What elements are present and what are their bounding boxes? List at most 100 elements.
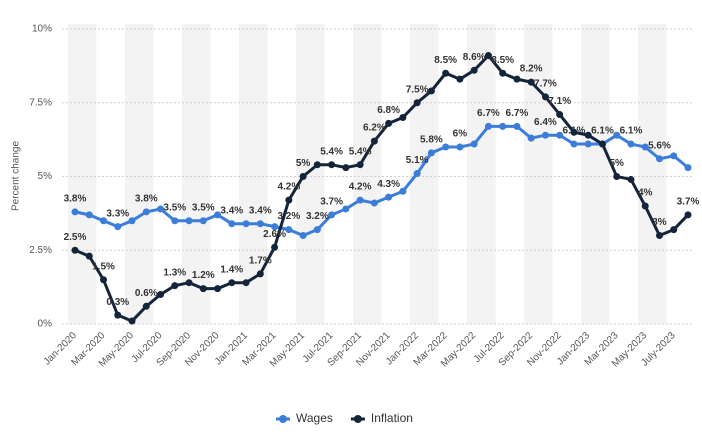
y-axis-title: Percent change — [11, 141, 22, 211]
legend-marker — [353, 415, 362, 423]
data-point — [342, 164, 350, 172]
data-point — [556, 111, 564, 119]
data-label: 1.5% — [92, 261, 115, 272]
data-point — [470, 140, 478, 148]
data-label: 0.6% — [135, 288, 158, 299]
data-point — [598, 140, 606, 148]
data-label: 3.2% — [306, 211, 329, 222]
data-label: 4.3% — [377, 179, 400, 190]
data-label: 2.5% — [64, 232, 87, 243]
data-label: 7.1% — [548, 96, 571, 107]
data-point — [456, 143, 464, 151]
data-point — [85, 211, 93, 219]
data-point — [313, 161, 321, 169]
data-point — [299, 173, 307, 180]
data-point — [71, 246, 79, 254]
data-point — [655, 155, 663, 163]
data-label: 6.4% — [534, 117, 557, 128]
data-point — [556, 131, 564, 139]
data-label: 6.7% — [477, 108, 500, 119]
data-label: 3.8% — [64, 194, 87, 205]
data-label: 4% — [638, 188, 653, 199]
data-label: 7.5% — [406, 84, 429, 95]
data-point — [100, 276, 108, 284]
data-point — [285, 196, 293, 204]
data-label: 5.1% — [406, 155, 429, 166]
data-point — [627, 175, 635, 183]
data-point — [399, 187, 407, 195]
data-point — [584, 131, 592, 139]
data-point — [570, 128, 578, 136]
data-label: 1.4% — [220, 264, 243, 275]
band — [295, 24, 325, 324]
data-point — [299, 232, 307, 239]
data-label: 8.2% — [520, 64, 543, 75]
data-label: 7.7% — [534, 78, 557, 89]
data-point — [413, 99, 421, 107]
y-tick-label: 7.5% — [29, 97, 52, 108]
data-label: 4.2% — [277, 182, 300, 193]
data-label: 3.4% — [220, 205, 243, 216]
data-point — [214, 285, 222, 293]
data-point — [484, 52, 492, 60]
data-label: 6.2% — [363, 123, 386, 134]
data-point — [100, 217, 108, 225]
data-point — [342, 205, 350, 213]
data-point — [271, 243, 279, 251]
data-point — [684, 211, 692, 219]
band — [352, 24, 382, 324]
data-point — [370, 199, 378, 207]
y-tick-label: 5% — [38, 171, 53, 182]
data-point — [185, 217, 193, 225]
band — [67, 24, 97, 324]
data-point — [128, 317, 136, 325]
data-label: 6.8% — [377, 105, 400, 116]
data-point — [513, 122, 521, 130]
data-point — [470, 66, 478, 74]
data-point — [641, 202, 649, 210]
data-point — [527, 78, 535, 86]
data-label: 3% — [652, 217, 667, 228]
y-tick-label: 10% — [32, 24, 52, 35]
data-point — [670, 226, 678, 234]
legend-label: Wages — [296, 411, 333, 425]
data-point — [328, 211, 336, 219]
data-point — [442, 143, 450, 151]
data-point — [584, 140, 592, 148]
data-label: 5.6% — [648, 140, 671, 151]
data-point — [171, 282, 179, 290]
data-point — [157, 205, 165, 213]
data-point — [228, 220, 236, 228]
data-point — [142, 302, 150, 310]
data-point — [484, 122, 492, 130]
data-point — [385, 193, 393, 201]
data-label: 1.7% — [249, 255, 272, 266]
data-point — [427, 149, 435, 157]
data-label: 1.2% — [192, 270, 215, 281]
data-point — [356, 161, 364, 169]
data-point — [313, 226, 321, 234]
data-point — [285, 226, 293, 234]
data-point — [541, 131, 549, 139]
data-point — [442, 69, 450, 77]
data-label: 1.3% — [163, 267, 186, 278]
data-point — [627, 140, 635, 148]
data-label: 8.6% — [463, 52, 486, 63]
data-label: 8.5% — [434, 55, 457, 66]
data-point — [128, 217, 136, 225]
data-label: 3.7% — [320, 196, 343, 207]
data-label: 6.1% — [620, 126, 643, 137]
data-point — [256, 220, 264, 228]
y-tick-label: 2.5% — [29, 245, 52, 256]
data-label: 3.5% — [163, 202, 186, 213]
data-point — [613, 131, 621, 139]
data-point — [513, 75, 521, 83]
data-point — [655, 232, 663, 239]
legend-label: Inflation — [371, 411, 413, 425]
data-label: 5.4% — [349, 146, 372, 157]
data-point — [71, 208, 79, 216]
band — [524, 24, 553, 324]
data-point — [399, 114, 407, 121]
data-point — [427, 87, 435, 95]
